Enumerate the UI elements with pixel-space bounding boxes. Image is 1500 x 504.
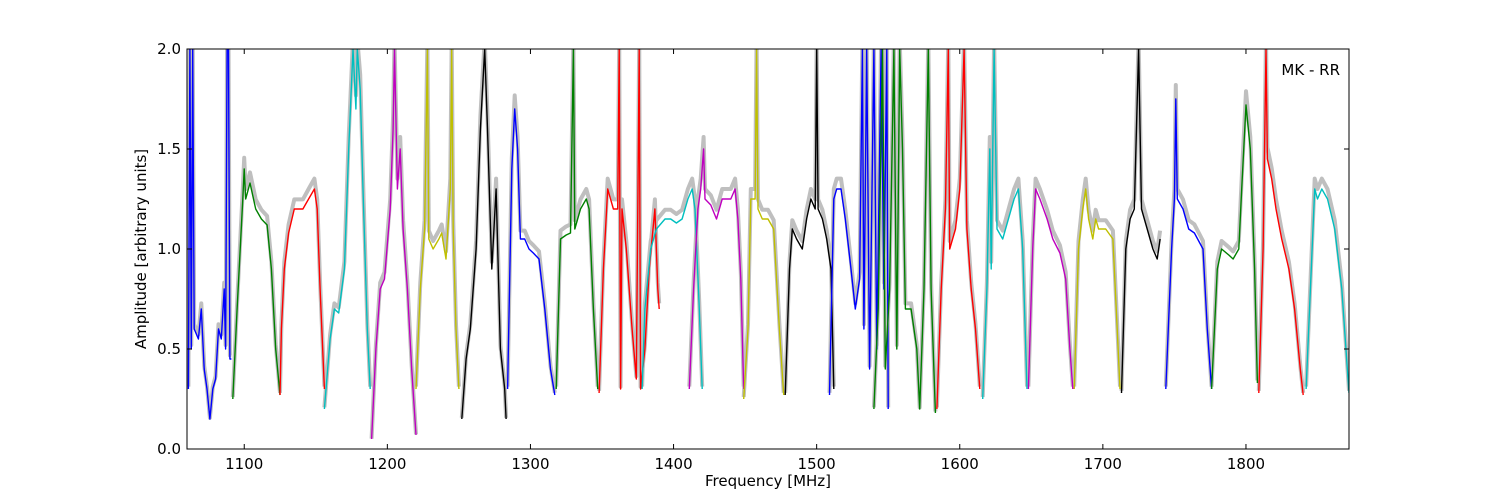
- series-line-0: [187, 49, 232, 420]
- series-line-18: [1027, 188, 1074, 390]
- x-tick-label: 1200: [368, 455, 406, 473]
- background-trace-19: [1072, 176, 1122, 387]
- series-line-21: [1165, 98, 1213, 390]
- y-axis-label: Amplitude [arbitrary units]: [132, 149, 150, 349]
- background-trace-16: [934, 49, 982, 408]
- series-line-10: [641, 188, 703, 390]
- series-line-1: [232, 168, 281, 400]
- series-line-17: [982, 49, 1028, 400]
- background-trace-22: [1209, 89, 1260, 387]
- series-line-6: [461, 49, 507, 420]
- series-line-16: [936, 49, 981, 410]
- background-trace-11: [687, 135, 746, 387]
- series-line-4: [370, 49, 417, 440]
- background-trace-1: [230, 155, 282, 398]
- series-line-3: [323, 49, 371, 410]
- background-trace-10: [640, 176, 705, 387]
- series-line-12: [743, 49, 785, 400]
- background-trace-0: [187, 49, 232, 420]
- series-line-8: [555, 49, 599, 390]
- y-tick-label: 0.5: [157, 340, 181, 358]
- series-line-15: [873, 49, 937, 414]
- x-tick-label: 1100: [225, 455, 263, 473]
- series-layer: [187, 49, 1349, 440]
- x-axis: 1100 1200 1300 1400 1500 1600 1700 1800: [225, 49, 1265, 473]
- series-line-9: [598, 49, 660, 394]
- background-trace-8: [554, 49, 600, 387]
- y-axis: 0.0 0.5 1.0 1.5 2.0: [157, 40, 1349, 458]
- x-tick-label: 1600: [941, 455, 979, 473]
- y-tick-label: 2.0: [157, 40, 181, 58]
- x-axis-label: Frequency [MHz]: [705, 472, 831, 490]
- series-line-13: [784, 49, 835, 396]
- x-tick-label: 1500: [798, 455, 836, 473]
- series-line-5: [415, 49, 460, 390]
- background-trace-3: [322, 49, 373, 408]
- background-trace-9: [597, 49, 662, 391]
- background-trace-7: [505, 93, 557, 394]
- background-trace-layer: [187, 49, 1349, 439]
- series-line-19: [1073, 188, 1121, 390]
- background-trace-6: [459, 49, 509, 418]
- y-tick-label: 0.0: [157, 440, 181, 458]
- series-line-23: [1258, 49, 1304, 396]
- background-trace-20: [1119, 49, 1163, 391]
- x-tick-label: 1400: [654, 455, 692, 473]
- y-tick-label: 1.5: [157, 140, 181, 158]
- series-line-20: [1120, 49, 1161, 394]
- x-tick-label: 1800: [1227, 455, 1265, 473]
- series-line-22: [1210, 104, 1259, 390]
- x-tick-label: 1300: [511, 455, 549, 473]
- x-tick-label: 1700: [1084, 455, 1122, 473]
- series-line-24: [1305, 188, 1349, 394]
- series-line-7: [506, 108, 556, 396]
- y-tick-label: 1.0: [157, 240, 181, 258]
- background-trace-13: [783, 49, 836, 393]
- background-trace-24: [1304, 176, 1349, 391]
- series-line-2: [279, 188, 326, 396]
- plot-annotation: MK - RR: [1281, 61, 1340, 79]
- series-line-11: [688, 148, 745, 390]
